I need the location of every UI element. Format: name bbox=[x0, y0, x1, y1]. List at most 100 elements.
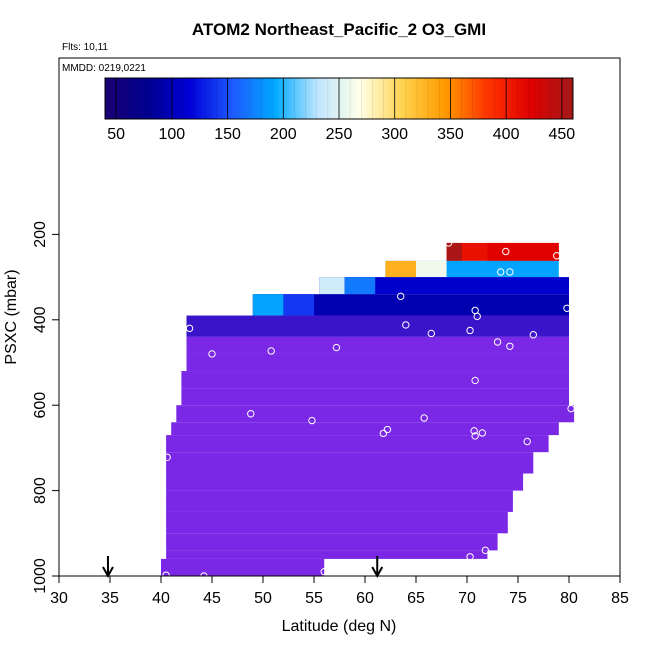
colorbar-frame bbox=[104, 77, 574, 120]
data-cell bbox=[319, 277, 569, 295]
flight-start-arrow bbox=[102, 556, 114, 579]
y-tick-label: 800 bbox=[32, 477, 49, 504]
x-tick-label: 85 bbox=[611, 590, 629, 607]
sample-point bbox=[383, 425, 392, 434]
x-tick-label: 30 bbox=[50, 590, 68, 607]
colorbar-tick-label: 250 bbox=[326, 126, 353, 143]
sample-point bbox=[320, 568, 328, 576]
data-cell bbox=[181, 388, 569, 406]
y-tick-label: 400 bbox=[32, 306, 49, 333]
data-cell bbox=[166, 511, 508, 534]
data-cell bbox=[487, 242, 559, 261]
chart-title: ATOM2 Northeast_Pacific_2 O3_GMI bbox=[192, 20, 486, 39]
data-cell bbox=[166, 533, 498, 551]
y-tick-label: 200 bbox=[32, 221, 49, 248]
sample-point bbox=[473, 312, 481, 321]
data-cell bbox=[446, 242, 462, 261]
sample-point bbox=[466, 553, 474, 561]
x-tick-label: 75 bbox=[509, 590, 527, 607]
y-axis-label: PSXC (mbar) bbox=[3, 269, 20, 364]
sample-point bbox=[402, 321, 410, 329]
data-cell bbox=[319, 277, 345, 295]
y-axis: 200 400 600 800 1000 bbox=[32, 221, 59, 594]
colorbar-tick-label: 400 bbox=[493, 126, 520, 143]
sample-point bbox=[470, 427, 478, 435]
sample-point bbox=[478, 429, 486, 437]
flight-turn-arrow bbox=[371, 556, 384, 579]
data-cell bbox=[166, 435, 549, 453]
sample-point bbox=[444, 239, 453, 247]
data-cell bbox=[186, 353, 569, 372]
data-cell bbox=[166, 490, 513, 512]
sample-point bbox=[496, 268, 505, 276]
data-cell bbox=[186, 315, 569, 337]
data-cells bbox=[161, 242, 575, 576]
x-tick-label: 35 bbox=[101, 590, 119, 607]
data-cell bbox=[186, 336, 569, 354]
data-cell bbox=[176, 405, 575, 423]
sample-point bbox=[379, 429, 388, 438]
sample-point bbox=[502, 247, 510, 256]
y-tick-label: 600 bbox=[32, 392, 49, 419]
sample-point bbox=[481, 546, 490, 555]
colorbar-tick-label: 300 bbox=[381, 126, 408, 143]
sample-point bbox=[162, 571, 170, 579]
sample-point bbox=[553, 252, 561, 260]
sample-point bbox=[563, 304, 571, 312]
x-tick-label: 70 bbox=[458, 590, 476, 607]
data-cell bbox=[385, 260, 416, 278]
plot-area bbox=[102, 239, 575, 580]
colorbar-tick-label: 100 bbox=[159, 126, 186, 143]
sample-point bbox=[267, 347, 275, 355]
sample-point bbox=[208, 350, 216, 358]
sample-point bbox=[471, 432, 479, 440]
data-cell bbox=[344, 277, 376, 295]
flights-label: Flts: 10,11 bbox=[62, 42, 108, 53]
colorbar-tick-label: 200 bbox=[270, 126, 297, 143]
colorbar-tick-label: 350 bbox=[437, 126, 464, 143]
sample-point bbox=[420, 414, 428, 422]
data-cell bbox=[252, 294, 284, 316]
data-cell bbox=[166, 473, 524, 491]
x-tick-label: 60 bbox=[356, 590, 374, 607]
sample-point bbox=[493, 338, 502, 346]
x-tick-label: 55 bbox=[305, 590, 323, 607]
sample-point bbox=[185, 324, 194, 333]
colorbar-tick-label: 450 bbox=[549, 126, 576, 143]
x-tick-label: 40 bbox=[152, 590, 170, 607]
date-label: MMDD: 0219,0221 bbox=[62, 63, 146, 74]
x-tick-label: 65 bbox=[407, 590, 425, 607]
x-tick-label: 50 bbox=[254, 590, 272, 607]
colorbar-tick-label: 50 bbox=[107, 126, 125, 143]
x-tick-label: 80 bbox=[560, 590, 578, 607]
data-cell bbox=[283, 294, 314, 316]
data-cell bbox=[166, 452, 534, 474]
sample-points bbox=[162, 239, 575, 580]
sample-point bbox=[506, 342, 514, 350]
y-tick-label: 1000 bbox=[32, 558, 49, 594]
x-axis-label: Latitude (deg N) bbox=[282, 618, 397, 635]
colorbar-tick-label: 150 bbox=[214, 126, 241, 143]
sample-point bbox=[427, 329, 435, 338]
data-cell bbox=[181, 371, 569, 389]
data-cell bbox=[161, 558, 325, 576]
sample-point bbox=[466, 326, 474, 335]
sample-point bbox=[397, 292, 405, 301]
x-tick-label: 45 bbox=[203, 590, 221, 607]
sample-point bbox=[247, 410, 255, 418]
plot-frame bbox=[58, 57, 621, 577]
sample-point bbox=[567, 404, 575, 413]
data-cell bbox=[171, 422, 559, 436]
sample-point bbox=[523, 437, 531, 446]
data-cell bbox=[166, 550, 488, 559]
sample-point bbox=[471, 376, 479, 385]
sample-point bbox=[163, 453, 171, 461]
sample-point bbox=[308, 416, 316, 425]
colorbar: 50 100 150 200 250 300 350 400 450 bbox=[104, 77, 576, 143]
data-cell bbox=[416, 260, 447, 278]
data-cell bbox=[252, 294, 570, 316]
sample-point bbox=[506, 268, 514, 276]
x-axis: 30 35 40 45 50 55 60 65 70 75 80 85 bbox=[50, 576, 629, 607]
sample-point bbox=[332, 343, 341, 352]
